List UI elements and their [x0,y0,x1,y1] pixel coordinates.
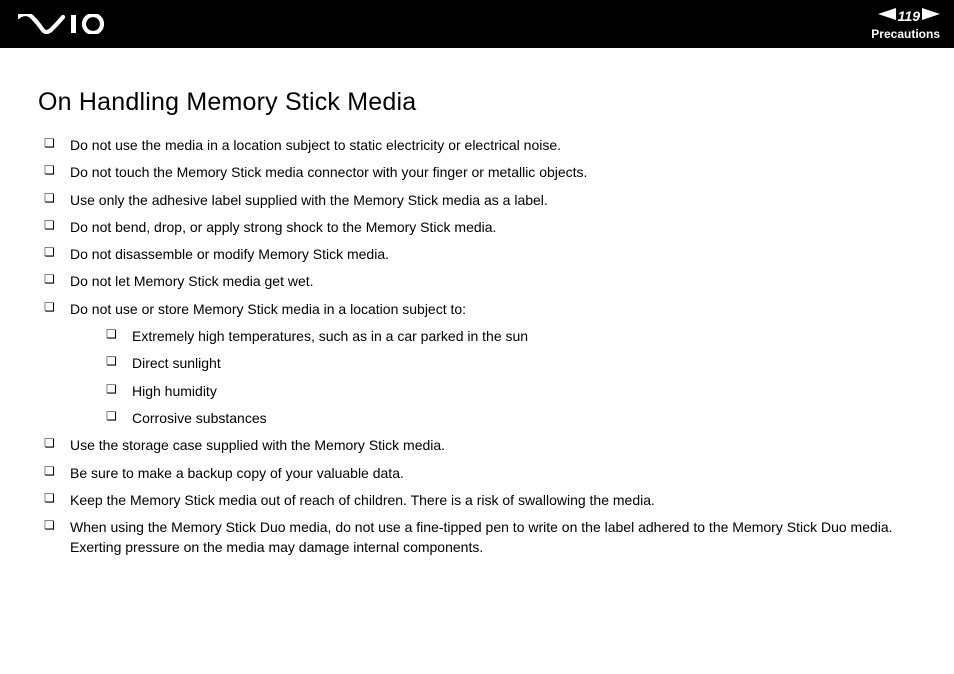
section-label: Precautions [871,27,940,41]
list-item: When using the Memory Stick Duo media, d… [38,517,916,558]
sub-list: Extremely high temperatures, such as in … [70,326,916,428]
header-right: 119 Precautions [871,7,940,41]
list-item: Do not bend, drop, or apply strong shock… [38,217,916,237]
list-item: Do not touch the Memory Stick media conn… [38,162,916,182]
list-item: Be sure to make a backup copy of your va… [38,463,916,483]
list-item: Direct sunlight [70,353,916,373]
list-item: Do not let Memory Stick media get wet. [38,271,916,291]
page-title: On Handling Memory Stick Media [38,88,916,117]
list-item: Keep the Memory Stick media out of reach… [38,490,916,510]
page-number: 119 [896,8,922,24]
list-item: Use the storage case supplied with the M… [38,435,916,455]
page-content: On Handling Memory Stick Media Do not us… [0,48,954,558]
list-item: High humidity [70,381,916,401]
prev-arrow-icon[interactable] [878,7,896,25]
list-item: Use only the adhesive label supplied wit… [38,190,916,210]
list-item: Do not use the media in a location subje… [38,135,916,155]
precaution-list: Do not use the media in a location subje… [38,135,916,558]
next-arrow-icon[interactable] [922,7,940,25]
list-item: Do not use or store Memory Stick media i… [38,299,916,428]
list-item-text: Do not use or store Memory Stick media i… [70,301,466,317]
page-nav: 119 [878,7,940,25]
list-item: Do not disassemble or modify Memory Stic… [38,244,916,264]
list-item: Extremely high temperatures, such as in … [70,326,916,346]
vaio-logo [18,14,114,34]
list-item: Corrosive substances [70,408,916,428]
page-header: 119 Precautions [0,0,954,48]
